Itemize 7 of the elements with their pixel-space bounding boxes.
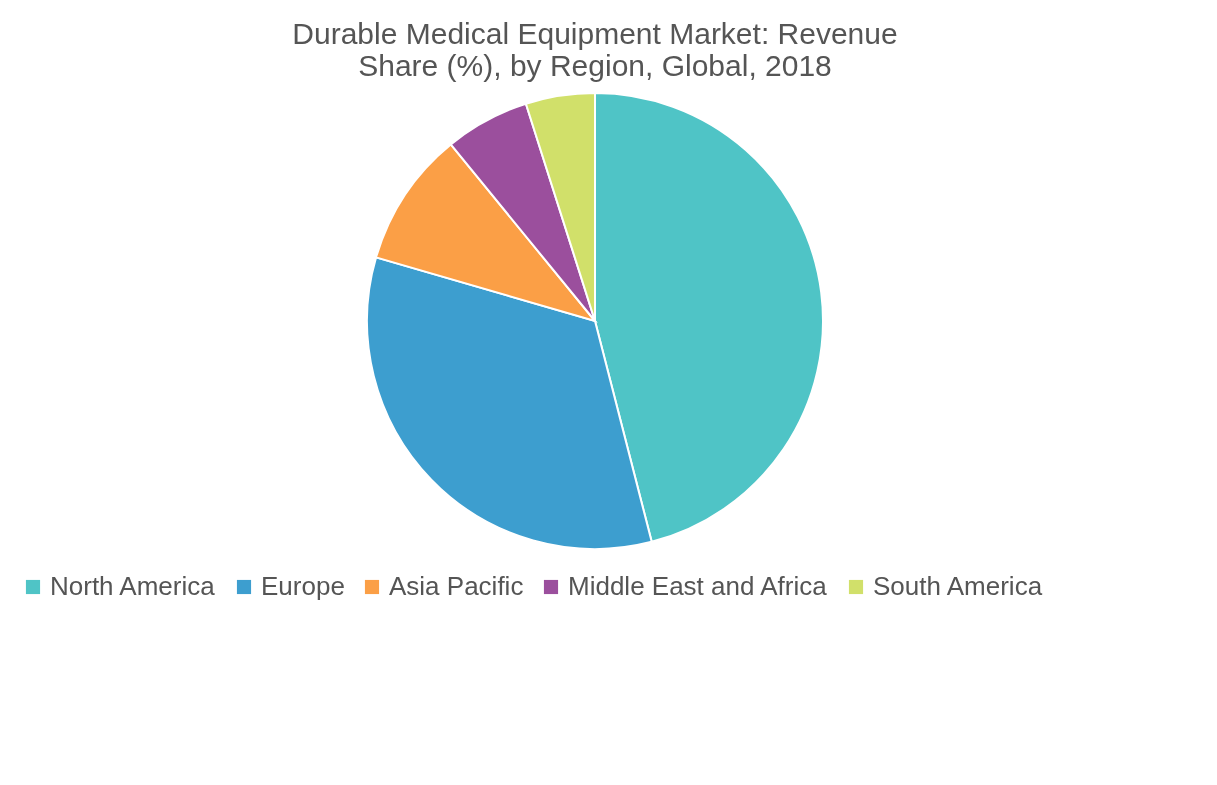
legend-label: South America bbox=[873, 571, 1043, 601]
text: Durable Medical Equipment Market: Revenue bbox=[292, 17, 898, 50]
text: Share (%), by Region, Global, 2018 bbox=[358, 49, 832, 82]
legend-label: Europe bbox=[261, 571, 345, 601]
legend-label: Asia Pacific bbox=[389, 571, 524, 601]
legend-label: Middle East and Africa bbox=[568, 571, 828, 601]
legend-label: North America bbox=[50, 571, 216, 601]
